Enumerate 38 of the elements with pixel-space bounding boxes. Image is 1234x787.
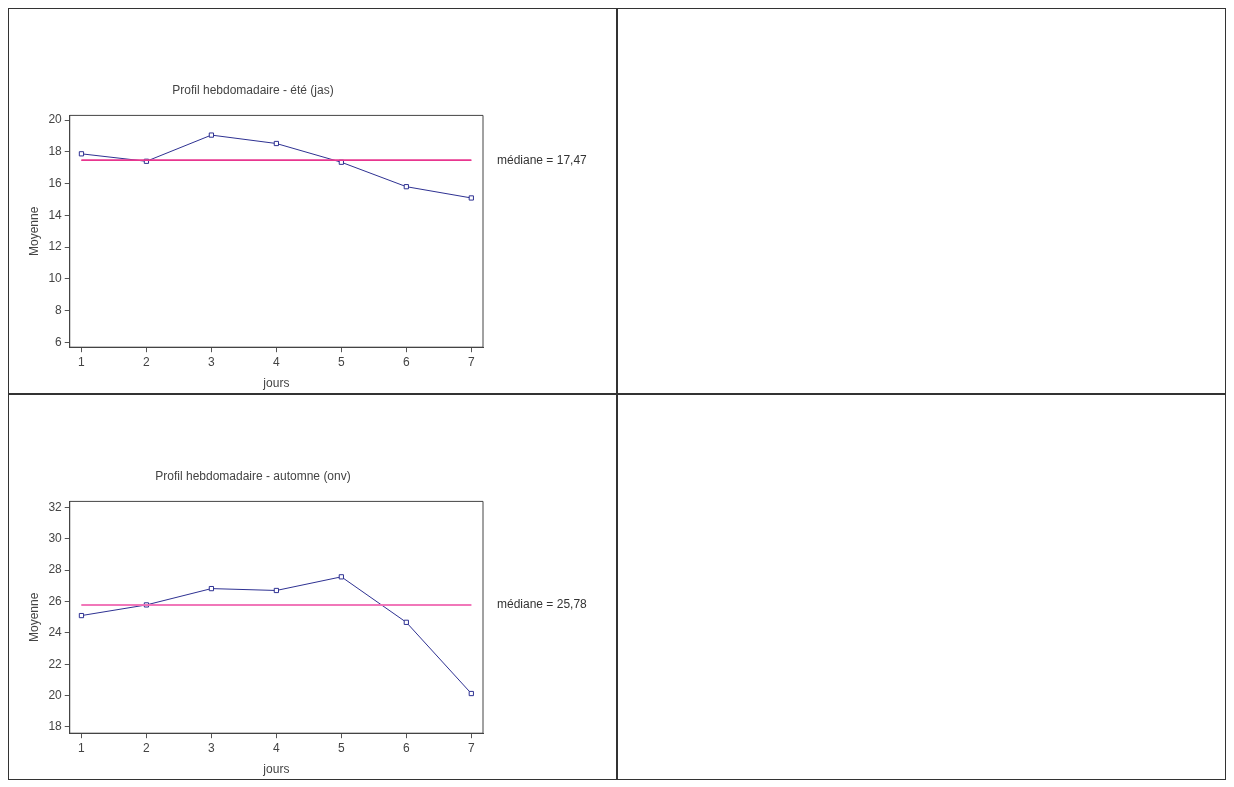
y-tick-label: 18 — [48, 144, 63, 159]
x-tick-label: 2 — [143, 740, 151, 755]
x-tick-label: 7 — [467, 740, 475, 755]
x-tick-label: 5 — [338, 354, 346, 369]
y-tick-label: 16 — [48, 175, 63, 190]
y-tick-label: 20 — [48, 112, 63, 127]
chart-title: Profil hebdomadaire - été (jas) — [172, 82, 334, 97]
x-axis-title: jours — [262, 376, 290, 391]
y-axis-title: Moyenne — [26, 206, 41, 256]
x-axis-title: jours — [262, 762, 290, 777]
x-tick-label: 3 — [208, 740, 216, 755]
y-tick-label: 10 — [48, 271, 63, 286]
y-tick-label: 24 — [48, 625, 63, 640]
y-tick-label: 8 — [55, 303, 63, 317]
x-tick-label: 2 — [143, 354, 151, 369]
y-tick-label: 6 — [55, 334, 63, 349]
chart-title: Profil hebdomadaire - automne (onv) — [155, 468, 351, 483]
ref-line-label: médiane = 17,47 — [497, 152, 588, 167]
y-tick-label: 32 — [48, 499, 63, 514]
y-tick-label: 28 — [48, 562, 63, 577]
y-tick-label: 12 — [48, 239, 63, 254]
x-tick-label: 6 — [402, 740, 410, 755]
y-tick-label: 22 — [48, 656, 63, 671]
y-axis-title: Moyenne — [26, 592, 41, 642]
y-tick-label: 14 — [48, 207, 63, 222]
x-tick-label: 4 — [273, 740, 281, 755]
y-tick-label: 30 — [48, 531, 63, 546]
x-tick-label: 1 — [78, 354, 86, 369]
x-tick-label: 5 — [338, 740, 346, 755]
y-tick-label: 26 — [48, 593, 63, 608]
ref-line-label: médiane = 25,78 — [497, 597, 588, 612]
x-tick-label: 1 — [78, 740, 86, 755]
x-tick-label: 4 — [273, 354, 281, 369]
y-tick-label: 18 — [48, 719, 63, 734]
x-tick-label: 7 — [467, 354, 475, 369]
y-tick-label: 20 — [48, 687, 63, 702]
x-tick-label: 3 — [208, 354, 216, 369]
x-tick-label: 6 — [402, 354, 410, 369]
